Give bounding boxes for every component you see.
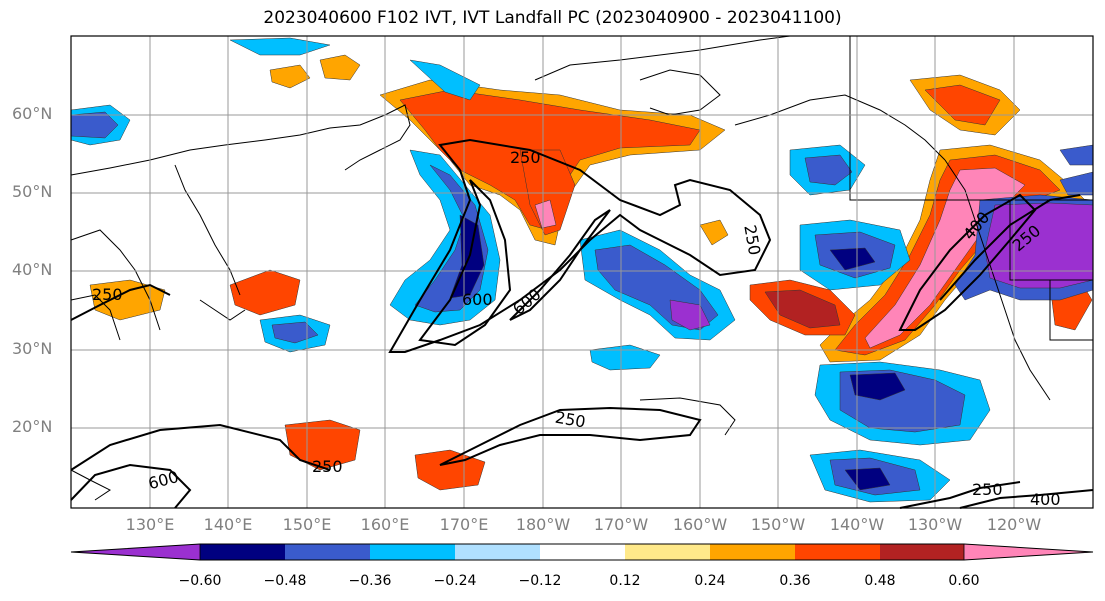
lat-label: 60°N (12, 104, 53, 123)
colorbar-segment (285, 544, 370, 560)
lon-label: 120°W (986, 515, 1042, 534)
colorbar-tick-label: −0.48 (263, 573, 307, 589)
ivt-contours (70, 138, 1094, 509)
colorbar-segment (710, 544, 795, 560)
colorbar (70, 543, 1094, 561)
lon-label: 160°E (360, 515, 410, 534)
lon-label: 160°W (672, 515, 728, 534)
colorbar-tick-label: 0.24 (694, 573, 726, 589)
contour-600-south (70, 463, 192, 509)
colorbar-tick-label: 0.48 (864, 573, 896, 589)
colorbar-tick-label: −0.36 (348, 573, 392, 589)
contour-label: 250 (510, 148, 541, 167)
colorbar-tick-label: −0.60 (178, 573, 222, 589)
contour-250-east (939, 194, 1081, 301)
lat-label: 30°N (12, 339, 53, 358)
contour-250-sw (70, 423, 331, 471)
lon-label: 150°W (750, 515, 806, 534)
colorbar-segment (540, 544, 625, 560)
lon-label: 140°E (203, 515, 253, 534)
colorbar-extend-high (964, 544, 1093, 560)
graticule (71, 36, 1093, 508)
map-frame (70, 35, 1094, 509)
contour-label: 250 (312, 457, 343, 476)
contour-250-se (899, 481, 1021, 509)
lon-label: 130°W (907, 515, 963, 534)
colorbar-tick-label: −0.12 (518, 573, 562, 589)
contour-label: 600 (462, 290, 493, 309)
lat-label: 50°N (12, 182, 53, 201)
colorbar-segment (795, 544, 880, 560)
colorbar-tick-label: 0.12 (609, 573, 641, 589)
contour-label: 250 (92, 285, 123, 304)
lon-label: 140°W (829, 515, 885, 534)
lon-label: 130°E (125, 515, 175, 534)
contour-250-south (439, 406, 702, 466)
contour-400-se (959, 489, 1094, 509)
lat-label: 20°N (12, 417, 53, 436)
contour-250-west (70, 283, 171, 321)
colorbar-tick-label: −0.24 (433, 573, 477, 589)
colorbar-segment (455, 544, 540, 560)
coastlines (70, 35, 1093, 501)
lon-label: 150°E (282, 515, 332, 534)
lon-label: 170°E (439, 515, 489, 534)
colorbar-tick-label: 0.36 (779, 573, 811, 589)
contour-label: 400 (1030, 490, 1061, 509)
lat-label: 40°N (12, 260, 53, 279)
colorbar-segment (370, 544, 455, 560)
lon-label: 170°W (593, 515, 649, 534)
colorbar-segment (200, 544, 285, 560)
colorbar-extend-low (71, 544, 200, 560)
contour-600 (418, 179, 512, 347)
colorbar-tick-label: 0.60 (948, 573, 980, 589)
colorbar-segment (625, 544, 710, 560)
contour-600-2 (509, 209, 611, 321)
contour-label: 250 (972, 480, 1003, 499)
colorbar-segment (880, 544, 964, 560)
lon-label: 180°W (515, 515, 571, 534)
map-title: 2023040600 F102 IVT, IVT Landfall PC (20… (263, 8, 842, 28)
negative-shading (70, 37, 1094, 503)
